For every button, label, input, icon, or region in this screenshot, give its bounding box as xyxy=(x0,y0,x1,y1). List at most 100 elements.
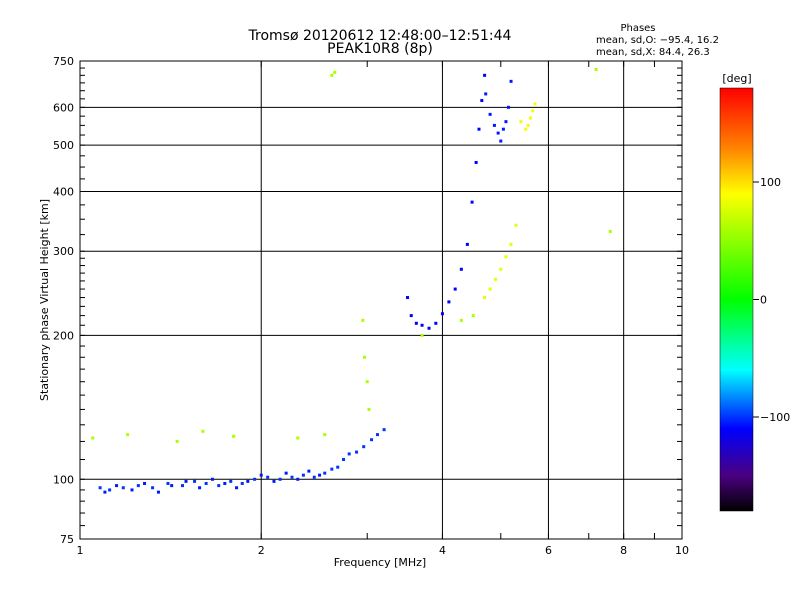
data-point xyxy=(406,296,410,300)
data-point xyxy=(496,131,500,135)
data-point xyxy=(201,429,205,433)
colorbar-ticks: 100 0 −100 xyxy=(753,176,790,424)
colorbar-tick-label: 100 xyxy=(760,176,781,189)
x-tick-label: 6 xyxy=(545,544,552,557)
data-point xyxy=(434,321,438,325)
data-point xyxy=(175,439,179,443)
data-point xyxy=(528,116,532,120)
data-point xyxy=(333,70,337,74)
data-point xyxy=(526,123,530,127)
data-point xyxy=(420,323,424,327)
plot-frame xyxy=(79,60,683,540)
x-axis-label: Frequency [MHz] xyxy=(334,556,426,569)
data-point xyxy=(296,436,300,440)
phases-heading: Phases xyxy=(620,23,655,34)
data-point xyxy=(223,481,227,485)
y-axis-ticks: 75 100 200 300 400 500 600 750 xyxy=(53,55,682,546)
y-tick-label: 300 xyxy=(53,245,74,258)
data-point xyxy=(594,67,598,71)
chart-title-line2: PEAK10R8 (8p) xyxy=(327,41,433,57)
data-point xyxy=(499,267,503,271)
data-point xyxy=(136,484,140,488)
data-point xyxy=(170,484,174,488)
data-point xyxy=(198,486,202,490)
data-point xyxy=(108,488,112,492)
data-point xyxy=(180,484,184,488)
gridlines xyxy=(79,61,683,539)
y-tick-label: 200 xyxy=(53,329,74,342)
data-point xyxy=(355,450,359,454)
data-point xyxy=(492,123,496,127)
data-point xyxy=(278,477,282,481)
x-tick-label: 10 xyxy=(675,544,689,557)
data-point xyxy=(514,223,518,227)
data-point xyxy=(91,436,95,440)
data-point xyxy=(232,434,236,438)
data-point xyxy=(296,477,300,481)
data-point xyxy=(480,99,484,103)
data-point xyxy=(235,486,239,490)
y-tick-label: 400 xyxy=(53,185,74,198)
data-point xyxy=(504,120,508,124)
data-point xyxy=(121,486,125,490)
data-point xyxy=(471,314,475,318)
y-tick-label: 100 xyxy=(53,473,74,486)
x-tick-label: 2 xyxy=(258,544,265,557)
data-point xyxy=(519,120,523,124)
data-point xyxy=(440,312,444,316)
data-point xyxy=(166,481,170,485)
y-tick-label: 500 xyxy=(53,139,74,152)
data-point xyxy=(130,488,134,492)
data-point xyxy=(409,314,413,318)
data-point xyxy=(240,481,244,485)
data-points xyxy=(91,67,612,494)
data-point xyxy=(290,475,294,479)
data-point xyxy=(272,479,276,483)
data-point xyxy=(362,445,366,449)
data-point xyxy=(524,127,528,131)
data-point xyxy=(483,296,487,300)
data-point xyxy=(504,255,508,259)
y-tick-label: 75 xyxy=(60,533,74,546)
colorbar xyxy=(719,87,754,512)
data-point xyxy=(323,433,327,437)
data-point xyxy=(427,326,431,330)
y-tick-label: 750 xyxy=(53,55,74,68)
y-axis-label: Stationary phase Virtual Height [km] xyxy=(38,199,51,401)
data-point xyxy=(365,380,369,384)
data-point xyxy=(312,475,316,479)
x-axis-ticks: 1 2 4 6 8 10 xyxy=(77,61,689,557)
y-tick-label: 600 xyxy=(53,101,74,114)
data-point xyxy=(284,471,288,475)
data-point xyxy=(509,79,513,83)
data-point xyxy=(367,407,371,411)
data-point xyxy=(420,333,424,337)
colorbar-label: [deg] xyxy=(722,72,751,85)
data-point xyxy=(361,318,365,322)
data-point xyxy=(307,469,311,473)
data-point xyxy=(217,484,221,488)
data-point xyxy=(156,490,160,494)
x-tick-label: 8 xyxy=(620,544,627,557)
data-point xyxy=(259,473,263,477)
data-point xyxy=(488,112,492,116)
x-tick-label: 4 xyxy=(439,544,446,557)
data-point xyxy=(414,321,418,325)
data-point xyxy=(301,473,305,477)
data-point xyxy=(246,479,250,483)
data-point xyxy=(470,200,474,204)
data-point xyxy=(347,452,351,456)
data-point xyxy=(499,139,503,143)
data-point xyxy=(370,438,374,442)
data-point xyxy=(330,467,334,471)
data-point xyxy=(484,92,488,96)
data-point xyxy=(447,300,451,304)
data-point xyxy=(184,479,188,483)
data-point xyxy=(474,160,478,164)
data-point xyxy=(151,486,155,490)
data-point xyxy=(375,433,379,437)
data-point xyxy=(143,481,147,485)
data-point xyxy=(126,433,130,437)
data-point xyxy=(533,102,537,106)
data-point xyxy=(477,127,481,131)
